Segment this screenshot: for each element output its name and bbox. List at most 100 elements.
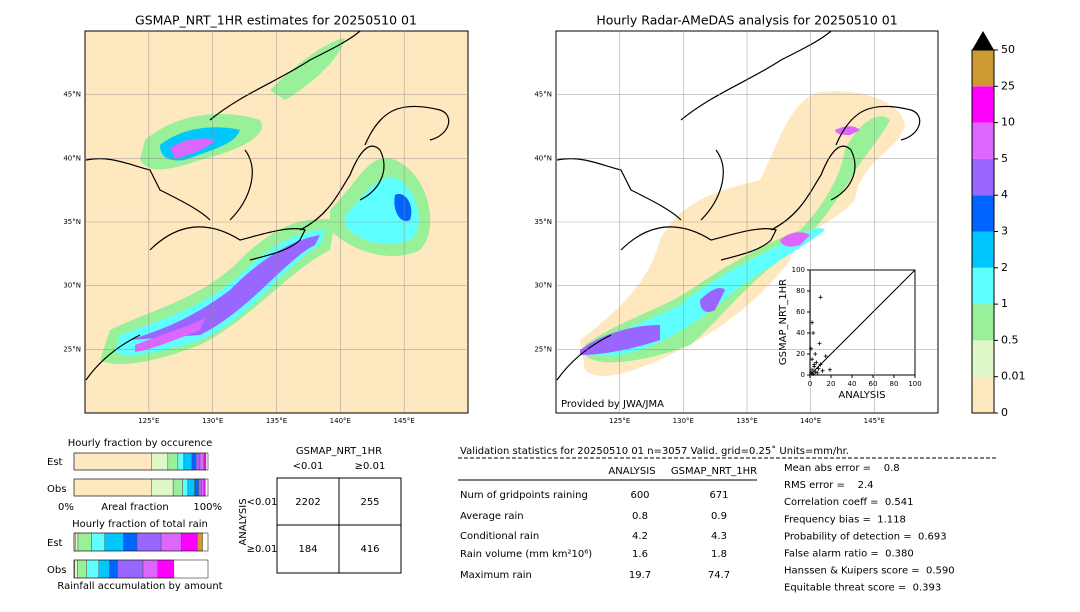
lat-tick-label: 30°N [534,282,552,290]
score: Correlation coeff = 0.541 [784,497,914,508]
fraction-segment [73,478,152,497]
lat-tick-label: 35°N [534,218,552,226]
scatter-point [813,369,818,374]
colorbar-segment [972,304,994,341]
scatter-point [810,357,815,362]
col-label: <0.01 [293,461,324,472]
colorbar-extension [972,31,994,50]
inset-xlabel: ANALYSIS [838,390,885,401]
fraction-segment [177,452,185,471]
fraction-segment [73,452,152,471]
row-label: Est [47,457,63,468]
cell: 1.8 [711,549,727,560]
stats-title: Validation statistics for 20250510 01 n=… [460,445,849,457]
fraction-segment [151,478,174,497]
y-tick-label: 20 [796,350,805,358]
fraction-segment [151,452,169,471]
lat-tick-label: 25°N [534,345,552,353]
lon-tick-label: 140°E [330,417,351,425]
fraction-segment [183,452,193,471]
scatter-point [823,354,828,359]
y-tick-label: 100 [792,266,805,274]
fraction-bars [73,452,209,579]
coastline [556,31,921,381]
colorbar-label: 1 [1001,297,1008,310]
colorbar-label: 0.5 [1001,333,1019,346]
row-label: Obs [47,484,66,495]
row-label: Num of gridpoints raining [460,490,588,501]
row-label: Rain volume (mm km²10⁶) [460,549,592,560]
y-tick-label: 80 [796,287,805,295]
row-label: Maximum rain [460,570,532,581]
scatter-point [810,320,815,325]
scatter-point [820,368,825,373]
scatter-point [817,341,822,346]
fraction-segment [123,532,138,552]
col-label: ≥0.01 [355,461,386,472]
diagonal [809,269,916,376]
x-tick-label: 60 [869,380,878,388]
score: Frequency bias = 1.118 [784,514,906,525]
x-tick-label: 100 [908,380,921,388]
row-label: Conditional rain [460,531,539,542]
scatter-point [815,370,820,375]
row-label: <0.01 [247,497,278,508]
cell: 0.9 [711,511,727,522]
fraction-segment [172,478,183,497]
colorbar-label: 25 [1001,79,1015,92]
scatter-point [810,367,815,372]
fraction-segment [98,559,110,579]
coastline [85,31,450,381]
axis-label: 0% [58,502,74,513]
cell: 671 [709,490,728,501]
fraction-segment [104,532,124,552]
score: RMS error = 2.4 [784,480,874,491]
fraction-segment [167,452,179,471]
cell: 184 [298,544,317,555]
scatter-point [809,370,814,375]
scatter-point [809,346,814,351]
rain-areas [580,91,905,377]
cell: 600 [630,490,649,501]
cell: 2202 [295,497,320,508]
y-tick-label: 60 [796,308,805,316]
scatter-point [818,295,823,300]
cell: 255 [360,497,379,508]
lon-tick-label: 130°E [673,417,694,425]
fraction-title: Hourly fraction of total rain [72,519,208,530]
colorbar-segment [972,122,994,159]
score: Probability of detection = 0.693 [784,531,947,542]
lon-tick-label: 135°E [266,417,287,425]
row-title: ANALYSIS [238,498,249,545]
bar-frame [73,559,209,579]
fraction-segment [75,532,79,552]
axis-label: Rainfall accumulation by amount [57,581,222,592]
lon-tick-label: 125°E [138,417,159,425]
lat-tick-label: 45°N [534,91,552,99]
colorbar-segment [972,376,994,413]
lon-tick-label: 125°E [609,417,630,425]
axis-label: Areal fraction [101,502,168,513]
credit: Provided by JWA/JMA [561,399,664,410]
fraction-segment [195,452,201,471]
x-tick-label: 80 [890,380,899,388]
colorbar-label: 2 [1001,261,1008,274]
bar-frame [73,478,209,497]
scatter-point [811,371,816,376]
y-tick-label: 40 [796,329,805,337]
fraction-segment [187,478,195,497]
fraction-segment [198,478,202,497]
scatter-point [812,362,817,367]
fraction-segment [86,559,100,579]
colorbar-label: 0 [1001,406,1008,419]
score: Hanssen & Kuipers score = 0.590 [784,566,955,577]
colorbar-segment [972,195,994,232]
lat-tick-label: 30°N [63,282,81,290]
row-label: Average rain [460,511,524,522]
colorbar-label: 4 [1001,188,1008,201]
stats-table: Num of gridpoints raining 600 671 Average r… [460,463,955,594]
fraction-segment [194,478,199,497]
fraction-segment [77,532,92,552]
colorbar-label: 50 [1001,43,1015,56]
rain-areas [100,38,431,365]
